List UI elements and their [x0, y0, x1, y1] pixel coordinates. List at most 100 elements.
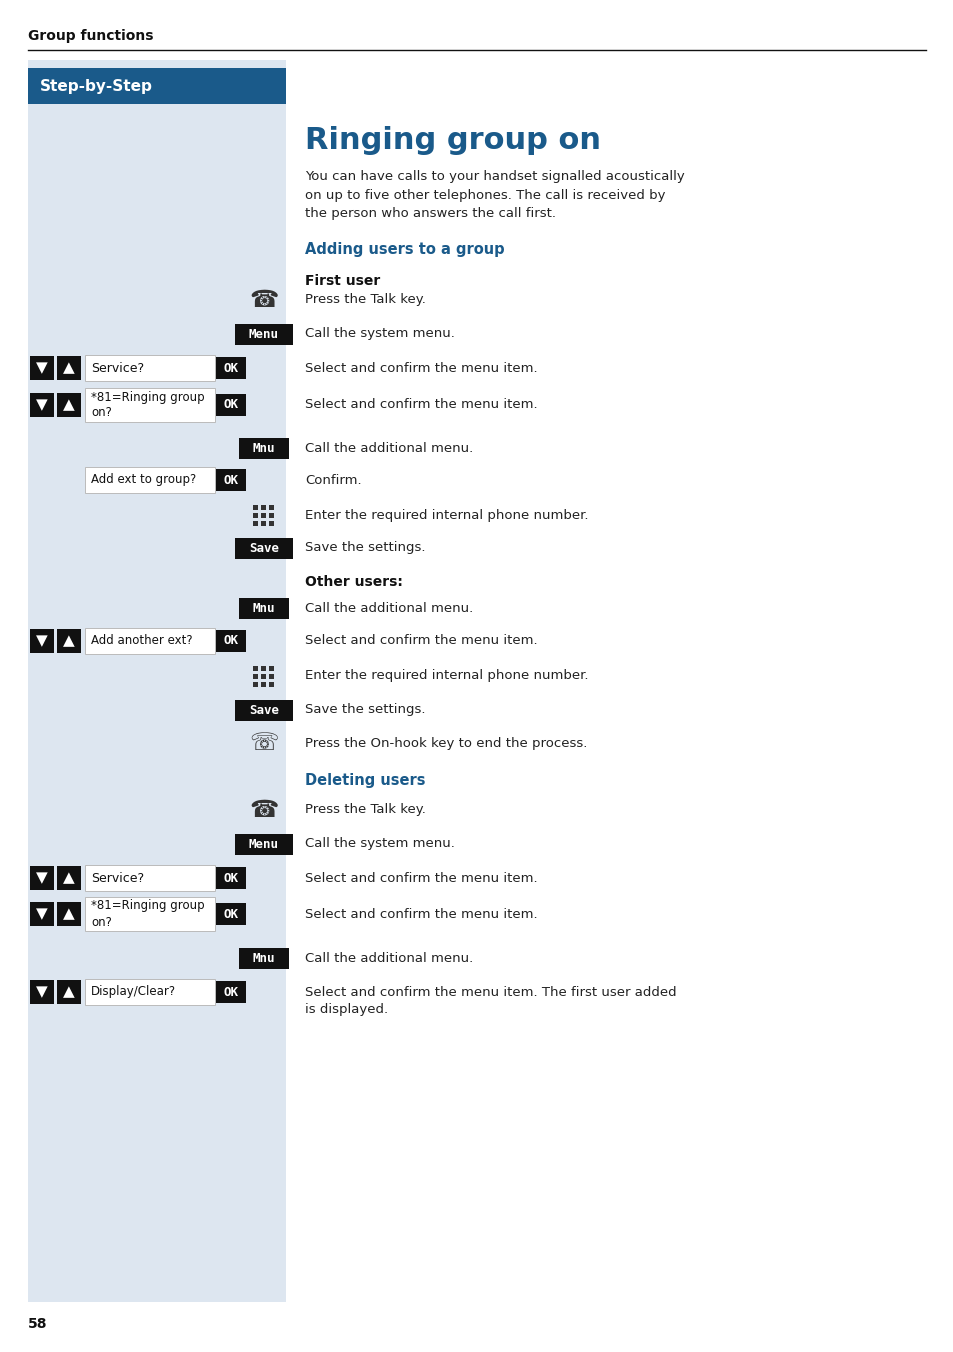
Text: Select and confirm the menu item.: Select and confirm the menu item.	[305, 634, 537, 648]
Bar	[261, 521, 266, 526]
Bar	[85, 865, 214, 891]
Text: is displayed.: is displayed.	[305, 1003, 388, 1017]
Bar	[269, 665, 274, 671]
Bar	[57, 902, 81, 926]
Text: Ringing group on: Ringing group on	[305, 126, 600, 155]
Text: Service?: Service?	[91, 872, 144, 884]
Bar	[30, 393, 54, 416]
Text: Other users:: Other users:	[305, 575, 402, 589]
Text: Mnu: Mnu	[253, 602, 275, 615]
Text: Mnu: Mnu	[253, 952, 275, 964]
Bar	[253, 512, 258, 518]
Bar	[85, 627, 214, 654]
Text: Mnu: Mnu	[253, 442, 275, 454]
Text: Menu: Menu	[249, 837, 278, 850]
Bar	[269, 521, 274, 526]
Text: ▲: ▲	[63, 984, 74, 999]
Text: ▼: ▼	[36, 906, 48, 922]
Text: ▼: ▼	[36, 871, 48, 886]
Bar	[85, 356, 214, 381]
Text: OK: OK	[223, 872, 238, 884]
Bar	[30, 356, 54, 380]
Text: ▼: ▼	[36, 984, 48, 999]
Text: ☎: ☎	[249, 288, 278, 312]
Bar	[57, 867, 81, 890]
Text: ▼: ▼	[36, 634, 48, 649]
Bar	[30, 902, 54, 926]
Text: Save the settings.: Save the settings.	[305, 542, 425, 554]
Text: OK: OK	[223, 473, 238, 487]
Text: ▲: ▲	[63, 634, 74, 649]
Text: Display/Clear?: Display/Clear?	[91, 986, 176, 999]
Bar	[234, 323, 293, 345]
Bar	[253, 681, 258, 687]
Text: OK: OK	[223, 634, 238, 648]
Text: Confirm.: Confirm.	[305, 473, 361, 487]
Text: ▼: ▼	[36, 397, 48, 412]
Text: ▲: ▲	[63, 906, 74, 922]
Text: OK: OK	[223, 361, 238, 375]
Bar	[269, 512, 274, 518]
Text: OK: OK	[223, 986, 238, 999]
Text: Step-by-Step: Step-by-Step	[40, 78, 152, 93]
Bar	[234, 699, 293, 721]
Bar	[234, 833, 293, 854]
Text: Save the settings.: Save the settings.	[305, 703, 425, 717]
Bar	[215, 393, 246, 416]
Bar	[269, 504, 274, 510]
Bar	[261, 665, 266, 671]
Bar	[57, 980, 81, 1005]
Text: OK: OK	[223, 399, 238, 411]
Text: ☏: ☏	[249, 731, 278, 754]
Text: ☎: ☎	[249, 798, 278, 822]
Text: Save: Save	[249, 703, 278, 717]
Text: Service?: Service?	[91, 361, 144, 375]
Bar	[30, 629, 54, 653]
Text: Group functions: Group functions	[28, 28, 153, 43]
Bar	[239, 438, 289, 458]
Text: Call the additional menu.: Call the additional menu.	[305, 952, 473, 964]
Bar	[215, 982, 246, 1003]
Text: Press the Talk key.: Press the Talk key.	[305, 803, 425, 817]
Bar	[57, 356, 81, 380]
Bar	[30, 867, 54, 890]
Text: Add another ext?: Add another ext?	[91, 634, 193, 648]
Bar	[261, 512, 266, 518]
Bar	[253, 504, 258, 510]
Text: Enter the required internal phone number.: Enter the required internal phone number…	[305, 508, 588, 522]
Text: ▼: ▼	[36, 361, 48, 376]
Bar	[215, 867, 246, 890]
Text: Call the system menu.: Call the system menu.	[305, 837, 455, 850]
Bar	[30, 980, 54, 1005]
Text: *81=Ringing group
on?: *81=Ringing group on?	[91, 899, 204, 929]
Text: Deleting users: Deleting users	[305, 773, 425, 788]
Bar	[215, 630, 246, 652]
Bar	[85, 388, 214, 422]
Bar	[85, 979, 214, 1005]
Text: 58: 58	[28, 1317, 48, 1330]
Text: OK: OK	[223, 907, 238, 921]
Text: Call the additional menu.: Call the additional menu.	[305, 442, 473, 454]
Bar	[253, 673, 258, 679]
Text: Call the additional menu.: Call the additional menu.	[305, 602, 473, 615]
Bar	[239, 598, 289, 618]
Text: Adding users to a group: Adding users to a group	[305, 242, 504, 257]
Bar	[57, 393, 81, 416]
Text: Press the Talk key.: Press the Talk key.	[305, 293, 425, 307]
Text: ▲: ▲	[63, 871, 74, 886]
Bar	[234, 538, 293, 558]
Bar	[85, 896, 214, 932]
Text: You can have calls to your handset signalled acoustically
on up to five other te: You can have calls to your handset signa…	[305, 170, 684, 220]
Bar	[261, 504, 266, 510]
Text: Select and confirm the menu item. The first user added: Select and confirm the menu item. The fi…	[305, 986, 676, 999]
Text: Menu: Menu	[249, 327, 278, 341]
Bar	[253, 665, 258, 671]
Bar	[85, 466, 214, 493]
Bar	[215, 469, 246, 491]
Bar	[28, 68, 286, 104]
Text: Select and confirm the menu item.: Select and confirm the menu item.	[305, 399, 537, 411]
Text: ▲: ▲	[63, 397, 74, 412]
Text: Add ext to group?: Add ext to group?	[91, 473, 196, 487]
Text: First user: First user	[305, 274, 380, 288]
Text: ▲: ▲	[63, 361, 74, 376]
